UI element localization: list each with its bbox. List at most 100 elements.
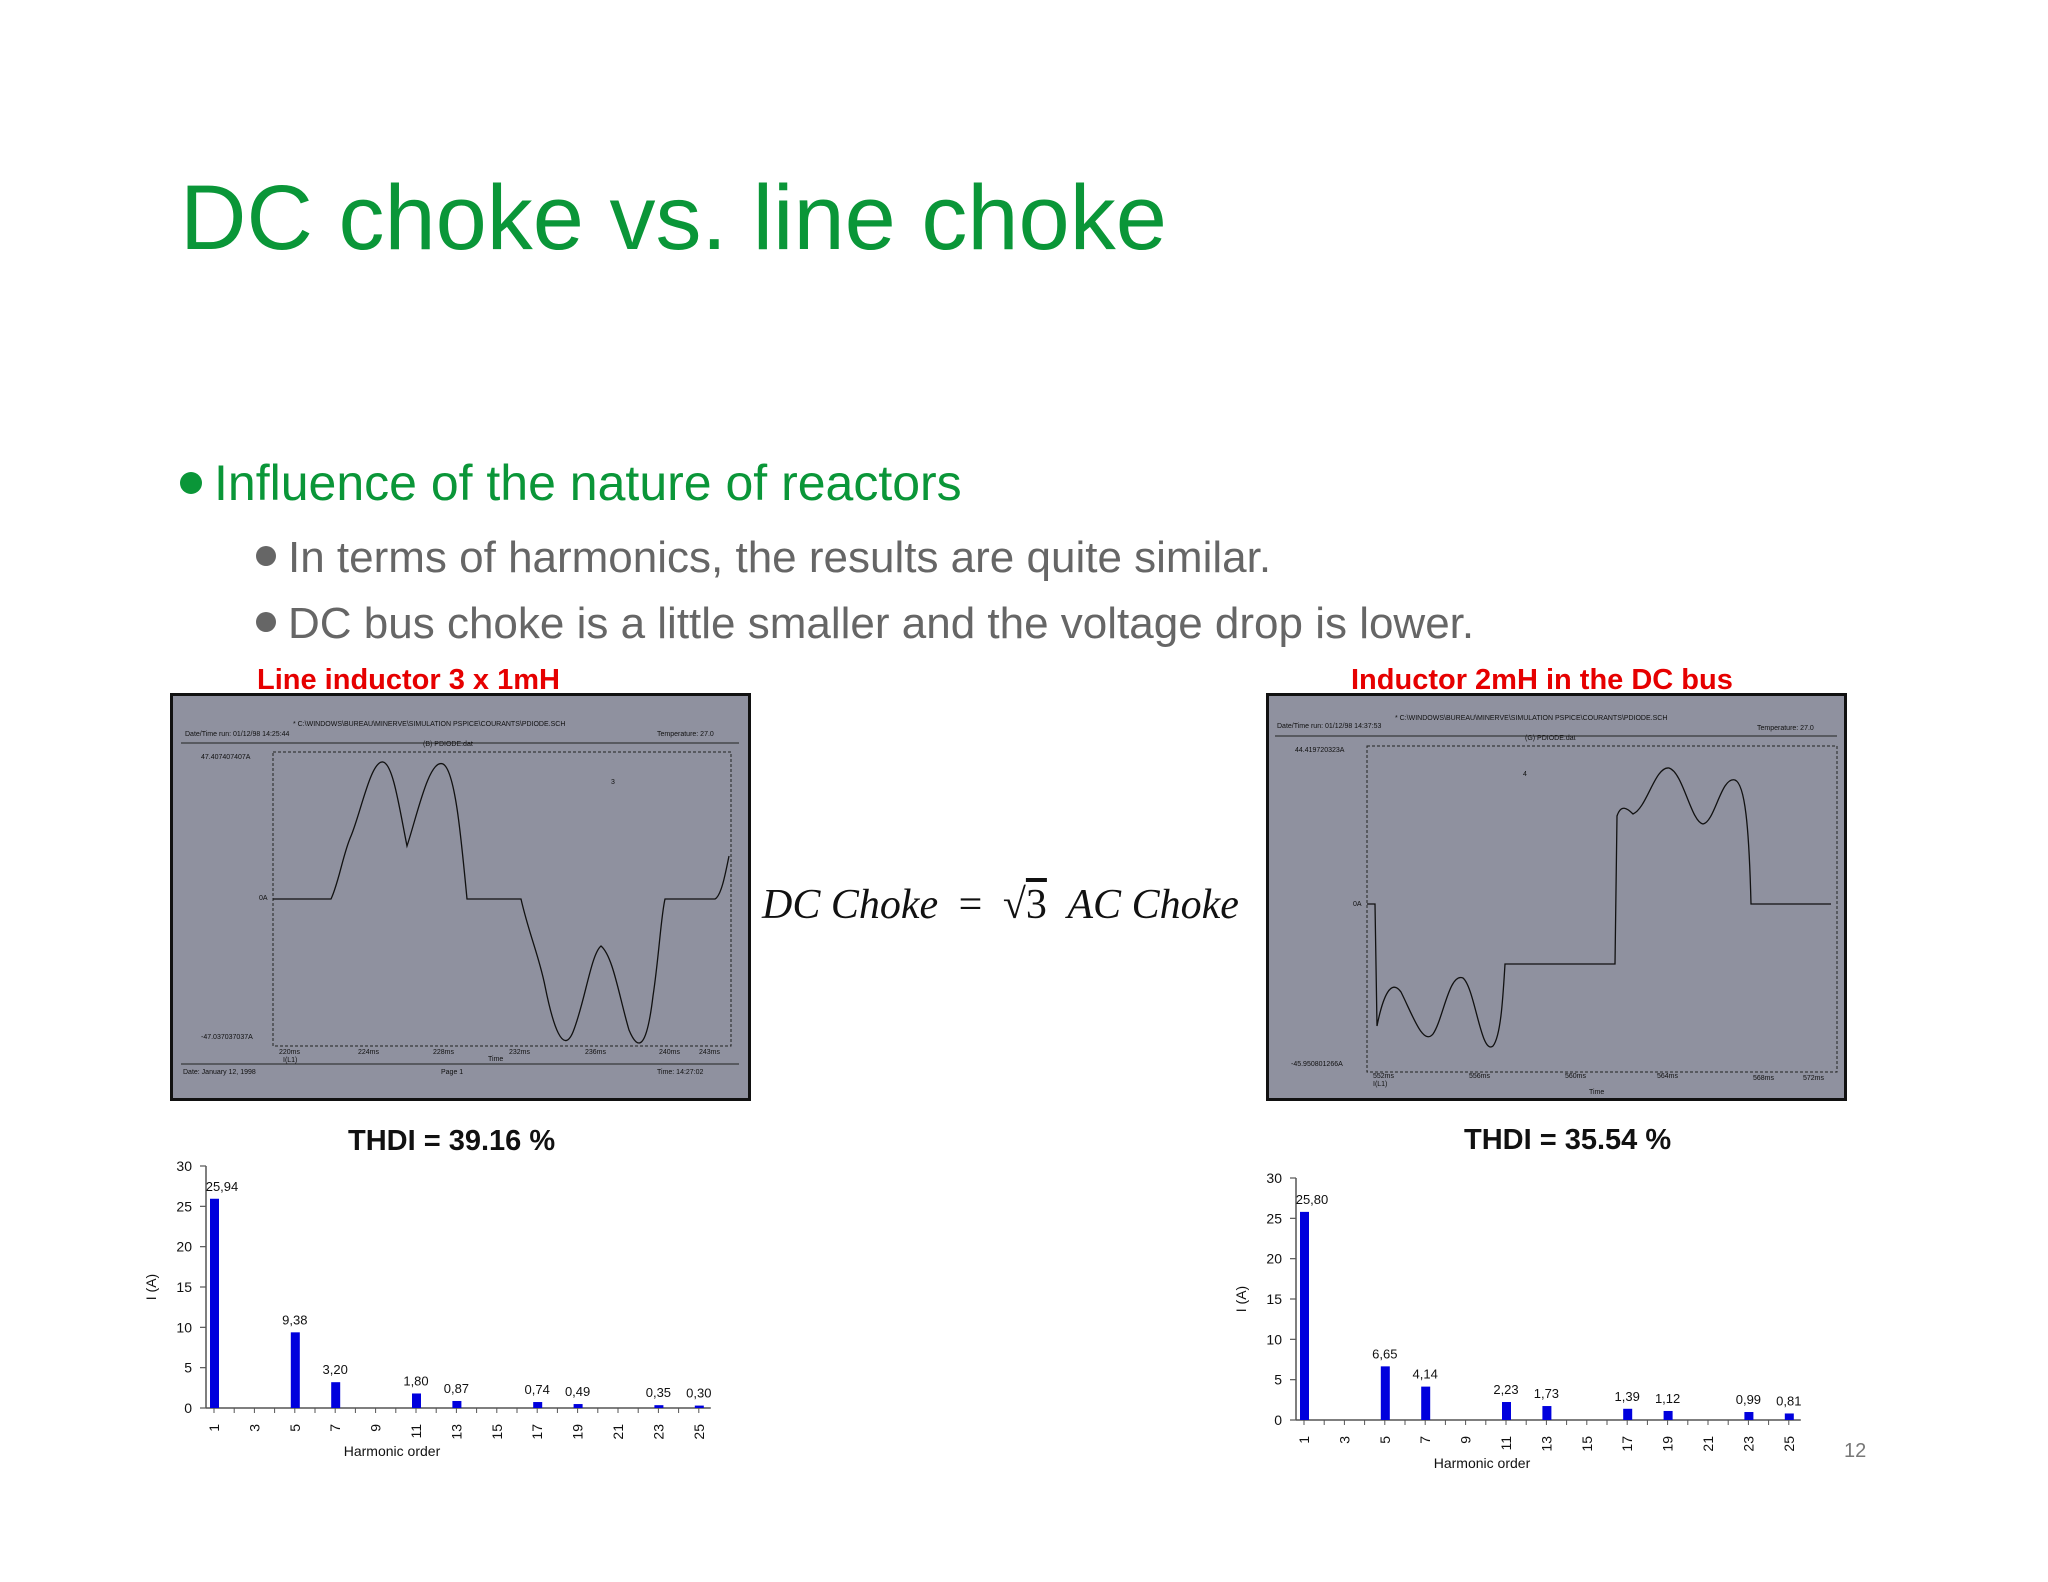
bar-value-label: 1,80	[403, 1373, 428, 1388]
bar-harmonic-5	[1380, 1366, 1390, 1420]
x-tick-label: 7	[327, 1424, 343, 1432]
slide-title: DC choke vs. line choke	[180, 167, 1167, 269]
y-tick-label: 0	[184, 1400, 192, 1416]
bar-harmonic-5	[290, 1332, 300, 1408]
scope-xtick: 243ms	[699, 1049, 721, 1056]
bar-harmonic-11	[1502, 1402, 1511, 1420]
bar-harmonic-11	[412, 1393, 421, 1408]
scope-marker: 3	[611, 779, 615, 786]
bar-harmonic-1	[1300, 1211, 1309, 1420]
y-tick-label: 0	[1274, 1412, 1282, 1428]
x-tick-label: 13	[448, 1424, 464, 1440]
y-tick-label: 5	[1274, 1372, 1282, 1388]
y-tick-label: 15	[1266, 1291, 1282, 1307]
scope-path: * C:\WINDOWS\BUREAU\MINERVE\SIMULATION P…	[293, 721, 565, 728]
scope-date-run: Date/Time run: 01/12/98 14:37:53	[1277, 723, 1382, 730]
x-tick-label: 7	[1417, 1436, 1433, 1444]
scope-zero: 0A	[259, 895, 268, 902]
bar-value-label: 4,14	[1413, 1367, 1438, 1382]
x-tick-label: 5	[1377, 1436, 1393, 1444]
scope-path: * C:\WINDOWS\BUREAU\MINERVE\SIMULATION P…	[1395, 715, 1667, 722]
scope-ymin: -47.037037037A	[201, 1034, 253, 1041]
x-axis-title: Harmonic order	[1434, 1455, 1531, 1471]
scope-trace: I(L1)	[1373, 1081, 1387, 1088]
bar-harmonic-13	[452, 1400, 462, 1408]
bar-value-label: 0,30	[686, 1386, 711, 1401]
x-tick-label: 9	[368, 1424, 384, 1432]
x-tick-label: 15	[1579, 1436, 1595, 1452]
formula-right: AC Choke	[1067, 882, 1239, 928]
scope-xtick: 572ms	[1803, 1075, 1825, 1082]
y-tick-label: 10	[176, 1319, 192, 1335]
x-tick-label: 13	[1538, 1436, 1554, 1452]
scope-plot-frame	[1366, 745, 1838, 1073]
scope-file: (G) PDIODE.dat	[1525, 735, 1576, 742]
x-tick-label: 9	[1458, 1436, 1474, 1444]
scope-xtick: 552ms	[1373, 1073, 1395, 1080]
scope-footer-date: Date: January 12, 1998	[183, 1069, 256, 1076]
x-tick-label: 15	[489, 1424, 505, 1440]
bar-harmonic-23	[654, 1405, 664, 1408]
scope-footer-time: Time: 14:27:02	[657, 1069, 704, 1076]
x-tick-label: 11	[1498, 1436, 1514, 1451]
bar-value-label: 0,49	[565, 1384, 590, 1399]
bullet-sub-2-text: DC bus choke is a little smaller and the…	[288, 599, 1475, 648]
y-tick-label: 25	[176, 1198, 192, 1214]
y-tick-label: 5	[184, 1360, 192, 1376]
x-tick-label: 25	[1781, 1436, 1797, 1452]
y-tick-label: 20	[1266, 1251, 1282, 1267]
bar-value-label: 3,20	[323, 1362, 348, 1377]
left-thdi: THDI = 39.16 %	[348, 1125, 556, 1157]
scope-xtick: 220ms	[279, 1049, 301, 1056]
right-thdi: THDI = 35.54 %	[1464, 1124, 1672, 1156]
bullet-sub-1-text: In terms of harmonics, the results are q…	[288, 533, 1272, 582]
right-panel-label: Inductor 2mH in the DC bus	[1351, 664, 1733, 696]
bullet-sub-2: DC bus choke is a little smaller and the…	[256, 602, 1474, 646]
x-tick-label: 19	[1660, 1436, 1676, 1452]
bar-value-label: 1,39	[1615, 1389, 1640, 1404]
scope-xtick: 556ms	[1469, 1073, 1491, 1080]
scope-footer-page: Page 1	[441, 1069, 463, 1076]
bar-value-label: 0,81	[1776, 1393, 1801, 1408]
y-axis-title: I (A)	[143, 1274, 159, 1300]
page-number: 12	[1844, 1440, 1867, 1462]
sqrt-icon: √3	[1002, 882, 1047, 928]
left-scope-image: * C:\WINDOWS\BUREAU\MINERVE\SIMULATION P…	[170, 693, 751, 1101]
x-tick-label: 21	[610, 1424, 626, 1440]
y-tick-label: 30	[176, 1158, 192, 1174]
bar-value-label: 25,94	[206, 1179, 239, 1194]
scope-xtick: 228ms	[433, 1049, 455, 1056]
bar-harmonic-23	[1744, 1412, 1754, 1420]
x-tick-label: 17	[529, 1424, 545, 1440]
scope-marker: 4	[1523, 771, 1527, 778]
bar-value-label: 1,73	[1534, 1386, 1559, 1401]
bar-harmonic-25	[694, 1405, 704, 1408]
x-tick-label: 1	[1296, 1436, 1312, 1444]
bar-harmonic-1	[210, 1198, 219, 1408]
bar-harmonic-13	[1542, 1406, 1552, 1420]
x-tick-label: 5	[287, 1424, 303, 1432]
scope-ymax: 44.419720323A	[1295, 747, 1345, 754]
x-axis-title: Harmonic order	[344, 1443, 441, 1459]
x-tick-label: 3	[246, 1424, 262, 1432]
y-tick-label: 10	[1266, 1331, 1282, 1347]
bar-value-label: 0,87	[444, 1381, 469, 1396]
scope-xtick: 224ms	[358, 1049, 380, 1056]
scope-ymax: 47.407407407A	[201, 754, 251, 761]
scope-xtick: 560ms	[1565, 1073, 1587, 1080]
bar-value-label: 2,23	[1493, 1382, 1518, 1397]
scope-x-axis: Time	[1589, 1089, 1604, 1096]
right-scope-image: * C:\WINDOWS\BUREAU\MINERVE\SIMULATION P…	[1266, 693, 1847, 1101]
x-tick-label: 21	[1700, 1436, 1716, 1452]
x-tick-label: 11	[408, 1424, 424, 1439]
scope-trace: I(L1)	[283, 1057, 297, 1064]
scope-xtick: 240ms	[659, 1049, 681, 1056]
scope-xtick: 564ms	[1657, 1073, 1679, 1080]
scope-x-axis: Time	[488, 1056, 503, 1063]
scope-xtick: 232ms	[509, 1049, 531, 1056]
bar-value-label: 6,65	[1372, 1346, 1397, 1361]
x-tick-label: 25	[691, 1424, 707, 1440]
x-tick-label: 3	[1336, 1436, 1352, 1444]
scope-xtick: 568ms	[1753, 1075, 1775, 1082]
